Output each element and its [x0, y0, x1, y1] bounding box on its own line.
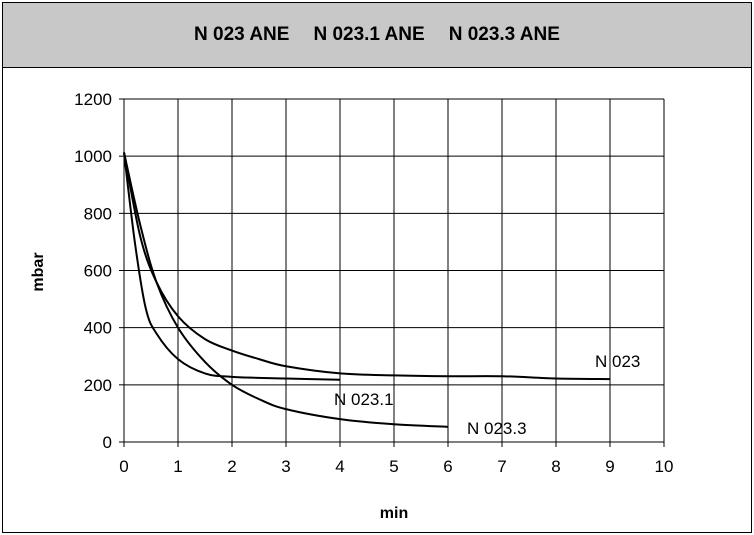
x-tick-label-8: 8: [551, 457, 560, 476]
x-tick-label-7: 7: [497, 457, 506, 476]
y-tick-label-600: 600: [84, 262, 112, 281]
series-label-n-023-1: N 023.1: [334, 390, 394, 409]
x-tick-label-6: 6: [443, 457, 452, 476]
series-lines: [123, 152, 611, 428]
x-tick-label-2: 2: [227, 457, 236, 476]
y-tick-label-1200: 1200: [74, 90, 112, 109]
x-tick-label-10: 10: [655, 457, 674, 476]
series-line-n-023-3: [123, 152, 449, 428]
x-tick-label-4: 4: [335, 457, 344, 476]
x-tick-label-0: 0: [119, 457, 128, 476]
series-label-n-023: N 023: [595, 352, 640, 371]
x-tick-label-5: 5: [389, 457, 398, 476]
chart-grid: [124, 98, 665, 442]
y-axis-title: mbar: [30, 252, 47, 291]
series-label-n-023-3: N 023.3: [467, 419, 527, 438]
y-tick-label-200: 200: [84, 376, 112, 395]
chart-header: N 023 ANE N 023.1 ANE N 023.3 ANE: [3, 3, 751, 68]
x-tick-label-3: 3: [281, 457, 290, 476]
y-tick-label-800: 800: [84, 204, 112, 223]
series-line-n-023: [123, 152, 611, 381]
series-line-n-023-1: [123, 152, 341, 381]
header-title-n023: N 023 ANE: [194, 24, 290, 45]
header-title-n0233: N 023.3 ANE: [448, 24, 560, 45]
x-tick-label-1: 1: [173, 457, 182, 476]
x-axis-title: min: [380, 505, 408, 522]
y-tick-label-400: 400: [84, 319, 112, 338]
y-tick-label-1000: 1000: [74, 147, 112, 166]
x-tick-label-9: 9: [605, 457, 614, 476]
y-tick-label-0: 0: [103, 433, 112, 452]
series-labels: N 023 N 023.1 N 023.3: [334, 352, 640, 438]
header-title-n0231: N 023.1 ANE: [313, 24, 425, 45]
tick-labels: 0 1 2 3 4 5 6 7 8 9 10 0 200 400 600 800 1000 1200: [74, 90, 673, 476]
